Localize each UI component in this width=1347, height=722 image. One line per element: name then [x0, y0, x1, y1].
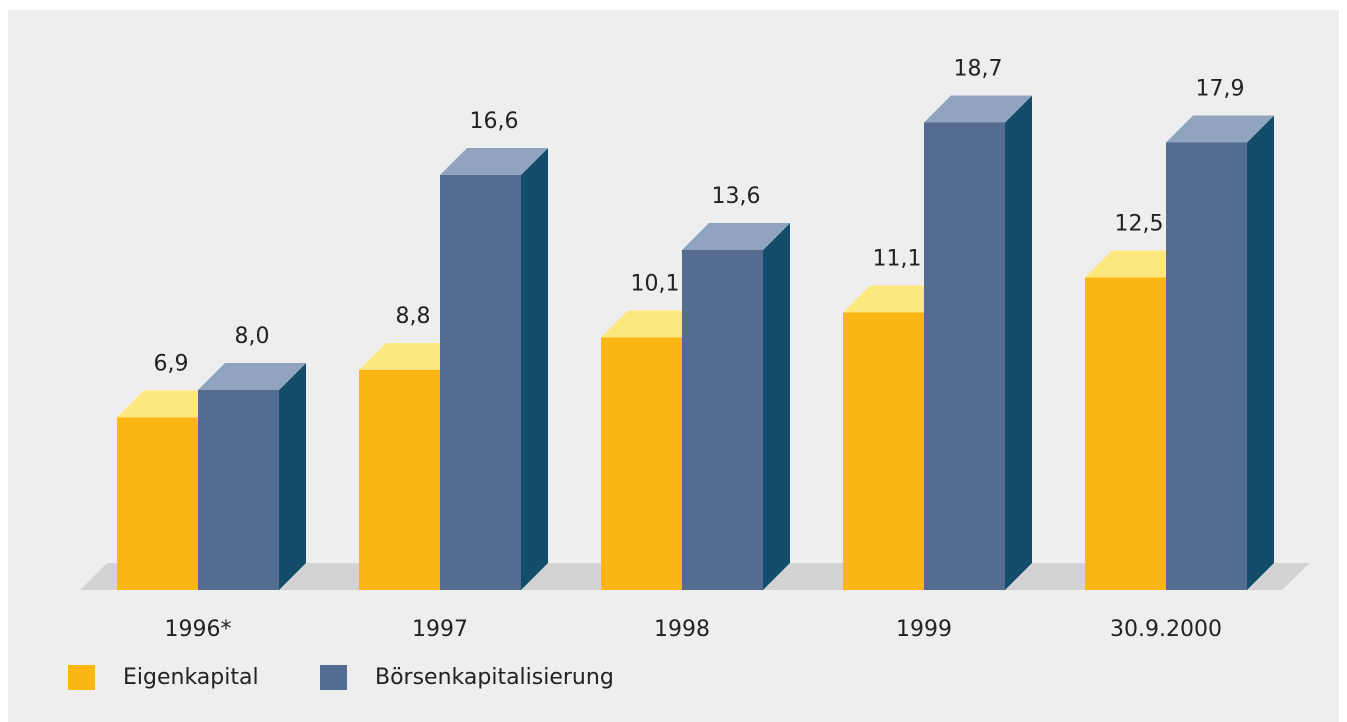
- bar: [1085, 277, 1166, 590]
- bar-top: [924, 95, 1032, 123]
- legend-label: Börsenkapitalisierung: [375, 665, 614, 690]
- value-label: 17,9: [1196, 77, 1245, 102]
- legend-swatch: [68, 665, 95, 690]
- bar-side: [1005, 95, 1032, 590]
- bar-side: [279, 363, 306, 590]
- bar: [843, 312, 924, 590]
- x-tick-label: 1997: [412, 617, 468, 642]
- bar-side: [1247, 115, 1274, 590]
- x-tick-label: 1996*: [165, 617, 232, 642]
- bar: [359, 370, 440, 590]
- bar: [198, 390, 279, 590]
- bar-top: [440, 148, 548, 175]
- bar: [924, 122, 1005, 590]
- legend-swatch: [320, 665, 347, 690]
- value-label: 13,6: [712, 184, 761, 209]
- bar-side: [763, 223, 790, 590]
- bar: [601, 337, 682, 590]
- bar: [682, 250, 763, 590]
- bar: [440, 175, 521, 590]
- value-label: 6,9: [154, 352, 189, 377]
- x-tick-label: 30.9.2000: [1110, 617, 1222, 642]
- value-label: 10,1: [631, 272, 680, 297]
- bar: [1166, 142, 1247, 590]
- value-label: 11,1: [873, 247, 922, 272]
- value-label: 16,6: [470, 109, 519, 134]
- value-label: 12,5: [1115, 212, 1164, 237]
- value-label: 8,0: [235, 324, 270, 349]
- bar-side: [521, 148, 548, 590]
- bar-top: [198, 363, 306, 390]
- x-tick-label: 1998: [654, 617, 710, 642]
- value-label: 8,8: [396, 304, 431, 329]
- bar-top: [1166, 115, 1274, 143]
- bar: [117, 417, 198, 590]
- bar-top: [682, 223, 790, 250]
- x-tick-label: 1999: [896, 617, 952, 642]
- legend-label: Eigenkapital: [123, 665, 259, 690]
- value-label: 18,7: [954, 57, 1003, 82]
